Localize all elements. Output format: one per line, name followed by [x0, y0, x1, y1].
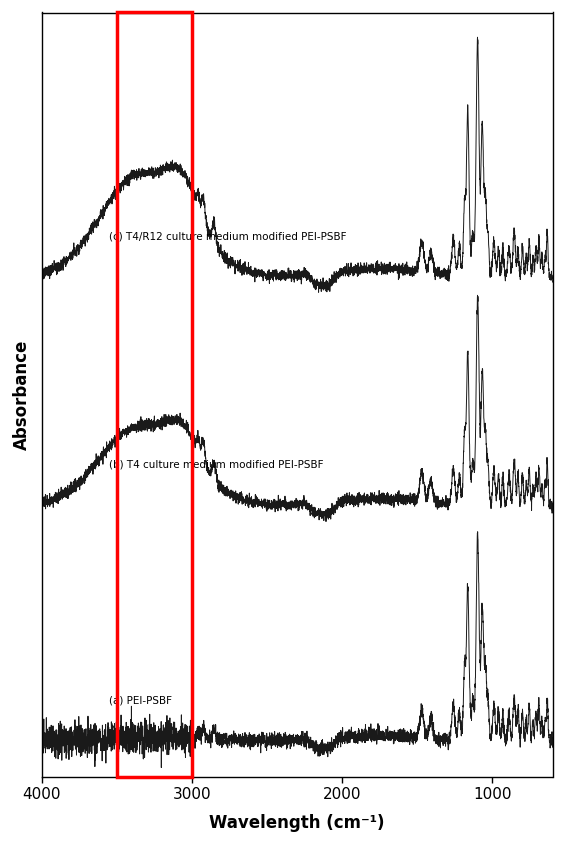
Bar: [117, 13, 192, 777]
X-axis label: Wavelength (cm⁻¹): Wavelength (cm⁻¹): [209, 814, 385, 831]
Text: (c) T4/R12 culture medium modified PEI-PSBF: (c) T4/R12 culture medium modified PEI-P…: [109, 231, 347, 241]
Text: (b) T4 culture medium modified PEI-PSBF: (b) T4 culture medium modified PEI-PSBF: [109, 460, 324, 470]
Text: (a) PEI-PSBF: (a) PEI-PSBF: [109, 695, 172, 706]
Y-axis label: Absorbance: Absorbance: [12, 339, 31, 450]
